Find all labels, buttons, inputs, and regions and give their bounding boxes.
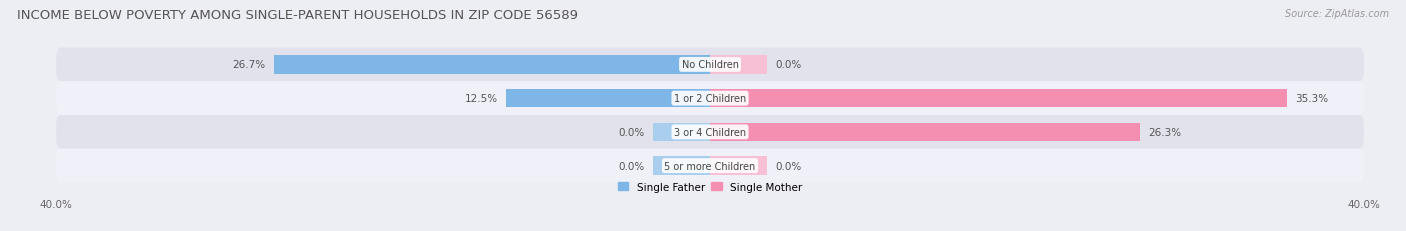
Legend: Single Father, Single Mother: Single Father, Single Mother <box>614 178 806 196</box>
Text: 0.0%: 0.0% <box>776 161 801 171</box>
Text: 5 or more Children: 5 or more Children <box>665 161 755 171</box>
Text: Source: ZipAtlas.com: Source: ZipAtlas.com <box>1285 9 1389 19</box>
Bar <box>506 89 710 108</box>
Text: 0.0%: 0.0% <box>619 127 644 137</box>
Text: 0.0%: 0.0% <box>776 60 801 70</box>
Text: No Children: No Children <box>682 60 738 70</box>
Text: 1 or 2 Children: 1 or 2 Children <box>673 94 747 104</box>
Text: 3 or 4 Children: 3 or 4 Children <box>673 127 747 137</box>
FancyBboxPatch shape <box>56 116 1364 149</box>
Bar <box>710 123 1140 142</box>
FancyBboxPatch shape <box>56 149 1364 183</box>
FancyBboxPatch shape <box>56 48 1364 82</box>
Bar <box>710 56 768 74</box>
Text: 26.7%: 26.7% <box>232 60 266 70</box>
Text: 26.3%: 26.3% <box>1149 127 1181 137</box>
Bar <box>652 157 710 175</box>
Bar <box>274 56 710 74</box>
FancyBboxPatch shape <box>56 82 1364 116</box>
Bar <box>710 157 768 175</box>
Text: INCOME BELOW POVERTY AMONG SINGLE-PARENT HOUSEHOLDS IN ZIP CODE 56589: INCOME BELOW POVERTY AMONG SINGLE-PARENT… <box>17 9 578 22</box>
Bar <box>652 123 710 142</box>
Text: 12.5%: 12.5% <box>464 94 498 104</box>
Text: 0.0%: 0.0% <box>619 161 644 171</box>
Text: 35.3%: 35.3% <box>1295 94 1329 104</box>
Bar <box>710 89 1286 108</box>
